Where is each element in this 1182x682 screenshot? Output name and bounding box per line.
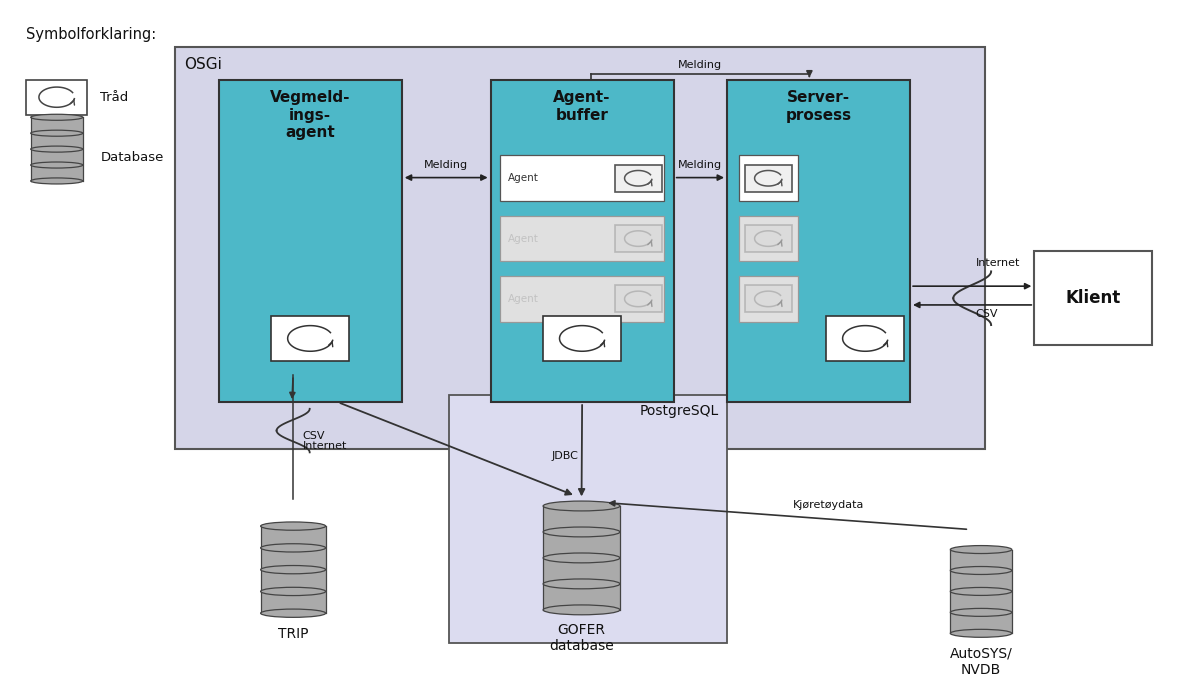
Text: TRIP: TRIP <box>278 627 309 640</box>
FancyBboxPatch shape <box>615 165 662 192</box>
Ellipse shape <box>31 178 83 184</box>
Text: AutoSYS/
NVDB: AutoSYS/ NVDB <box>949 647 1013 677</box>
Ellipse shape <box>261 587 326 595</box>
Ellipse shape <box>544 579 619 589</box>
Text: OSGi: OSGi <box>184 57 222 72</box>
Ellipse shape <box>31 162 83 168</box>
Text: Melding: Melding <box>678 160 722 170</box>
FancyBboxPatch shape <box>745 286 792 312</box>
Bar <box>449 396 727 643</box>
Text: Server-
prosess: Server- prosess <box>786 91 851 123</box>
Text: Melding: Melding <box>678 61 722 70</box>
Bar <box>31 149 83 165</box>
Bar <box>739 216 798 261</box>
Text: Vegmeld-
ings-
agent: Vegmeld- ings- agent <box>269 91 351 140</box>
FancyBboxPatch shape <box>745 225 792 252</box>
Bar <box>31 133 83 149</box>
Text: Agent-
buffer: Agent- buffer <box>553 91 611 123</box>
Bar <box>219 80 402 402</box>
Text: Kjøretøydata: Kjøretøydata <box>793 500 864 509</box>
Text: GOFER
database: GOFER database <box>550 623 613 653</box>
Ellipse shape <box>950 567 1012 574</box>
Bar <box>31 165 83 181</box>
Ellipse shape <box>544 605 619 614</box>
Text: Melding: Melding <box>424 160 468 170</box>
FancyBboxPatch shape <box>26 80 87 115</box>
Bar <box>739 155 798 201</box>
Text: Internet: Internet <box>303 441 348 451</box>
Ellipse shape <box>261 522 326 530</box>
Bar <box>261 526 326 548</box>
FancyBboxPatch shape <box>745 165 792 192</box>
Bar <box>544 558 619 584</box>
Text: CSV: CSV <box>976 309 999 319</box>
Bar <box>31 117 83 133</box>
Bar <box>175 47 985 449</box>
Bar <box>950 612 1012 634</box>
Bar <box>261 548 326 569</box>
Ellipse shape <box>261 565 326 574</box>
FancyBboxPatch shape <box>272 316 350 361</box>
FancyBboxPatch shape <box>615 225 662 252</box>
Bar <box>544 506 619 532</box>
Bar <box>544 584 619 610</box>
Ellipse shape <box>31 146 83 152</box>
Ellipse shape <box>544 501 619 511</box>
Bar <box>727 80 910 402</box>
Bar <box>500 155 664 201</box>
Bar <box>544 532 619 558</box>
Ellipse shape <box>950 587 1012 595</box>
FancyBboxPatch shape <box>615 286 662 312</box>
Text: Symbolforklaring:: Symbolforklaring: <box>26 27 156 42</box>
Ellipse shape <box>950 608 1012 617</box>
Text: PostgreSQL: PostgreSQL <box>639 404 719 418</box>
Bar <box>950 550 1012 570</box>
Text: Agent: Agent <box>508 294 539 304</box>
Text: Internet: Internet <box>976 258 1020 268</box>
FancyBboxPatch shape <box>826 316 904 361</box>
Ellipse shape <box>950 629 1012 637</box>
Text: Agent: Agent <box>508 233 539 243</box>
Bar <box>261 591 326 613</box>
Ellipse shape <box>544 527 619 537</box>
Bar <box>500 216 664 261</box>
Text: Tråd: Tråd <box>100 91 129 104</box>
Bar <box>1034 252 1152 345</box>
Ellipse shape <box>261 544 326 552</box>
Ellipse shape <box>950 546 1012 554</box>
Bar <box>491 80 674 402</box>
FancyBboxPatch shape <box>544 316 622 361</box>
Text: Klient: Klient <box>1066 289 1121 307</box>
Text: Database: Database <box>100 151 164 164</box>
Ellipse shape <box>261 609 326 617</box>
Ellipse shape <box>31 115 83 120</box>
Bar <box>261 569 326 591</box>
Bar <box>950 570 1012 591</box>
Bar <box>500 276 664 322</box>
Bar <box>950 591 1012 612</box>
Bar <box>739 276 798 322</box>
Text: JDBC: JDBC <box>552 451 579 461</box>
Text: CSV: CSV <box>303 431 325 441</box>
Ellipse shape <box>544 553 619 563</box>
Text: Agent: Agent <box>508 173 539 183</box>
Ellipse shape <box>31 130 83 136</box>
